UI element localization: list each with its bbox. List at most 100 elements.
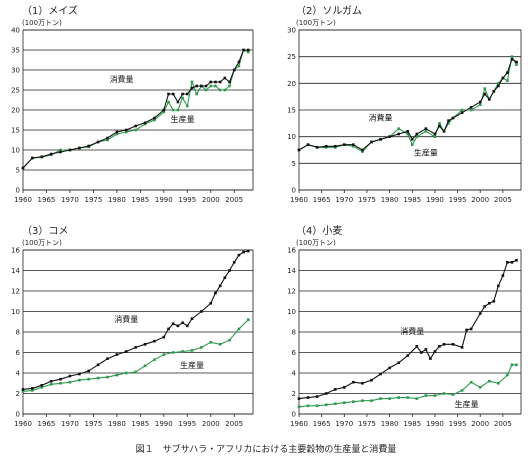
- chart-plot: 0 2 4 6 8 10 12 14 16 1960 1965 1970 1975 1980 1985 199…: [287, 247, 522, 428]
- production-point: [171, 108, 175, 112]
- y-tick-label: 12: [287, 288, 296, 296]
- consumption-point: [379, 138, 382, 141]
- x-tick-label: 1970: [335, 196, 353, 204]
- consumption-point: [306, 143, 310, 146]
- y-tick-label: 10: [11, 308, 20, 316]
- plot-frame: [298, 29, 522, 191]
- production-point: [424, 394, 428, 397]
- y-tick-label: 0: [292, 187, 296, 195]
- production-point: [379, 397, 382, 400]
- production-point: [153, 118, 156, 122]
- consumption-point: [218, 284, 222, 288]
- y-tick-label: 8: [16, 329, 20, 337]
- consumption-line: [298, 58, 517, 151]
- x-tick-label: 1985: [403, 196, 421, 204]
- consumption-point: [315, 146, 319, 149]
- production-point: [209, 84, 213, 88]
- consumption-point: [478, 100, 482, 104]
- production-point: [96, 376, 100, 380]
- consumption-point: [442, 343, 446, 346]
- plot-frame: [22, 29, 254, 191]
- production-label: 生産量: [455, 399, 479, 409]
- production-point: [397, 127, 400, 130]
- production-line: [22, 319, 249, 392]
- consumption-point: [96, 363, 100, 367]
- consumption-point: [87, 369, 91, 373]
- chart-plot: 0 5 10 15 20 25 30 35 40 1960 1965 1970 1975 1980 1985…: [11, 27, 254, 204]
- consumption-point: [200, 310, 203, 313]
- y-tick-label: 25: [287, 53, 296, 61]
- production-point: [68, 380, 72, 384]
- production-point: [190, 349, 194, 352]
- production-point: [247, 318, 250, 321]
- y-tick-label: 20: [11, 107, 20, 115]
- production-point: [361, 399, 364, 402]
- consumption-point: [501, 76, 505, 80]
- production-point: [415, 397, 419, 400]
- x-tick-label: 1985: [403, 420, 421, 428]
- chart-plot: 0 5 10 15 20 25 30 1960 1965 1970 1975 1980 1985 1990…: [287, 27, 522, 204]
- consumption-point: [190, 86, 194, 90]
- production-point: [515, 63, 518, 66]
- consumption-point: [306, 396, 310, 399]
- consumption-point: [469, 106, 473, 109]
- production-point: [478, 386, 482, 389]
- production-point: [59, 148, 62, 152]
- consumption-point: [447, 119, 450, 122]
- production-point: [333, 402, 337, 406]
- production-point: [515, 363, 518, 367]
- production-point: [460, 389, 464, 392]
- consumption-point: [209, 302, 213, 305]
- consumption-point: [232, 68, 236, 72]
- production-point: [87, 377, 91, 381]
- x-tick-label: 1965: [313, 420, 331, 428]
- y-tick-label: 10: [287, 308, 296, 316]
- consumption-point: [171, 92, 175, 96]
- production-point: [438, 122, 441, 125]
- production-point: [181, 350, 184, 353]
- x-tick-label: 1960: [14, 196, 32, 204]
- x-tick-label: 1995: [449, 420, 467, 428]
- consumption-point: [237, 253, 241, 257]
- consumption-point: [487, 302, 491, 305]
- chart-title: （4）小麦: [296, 226, 343, 237]
- consumption-point: [352, 143, 355, 146]
- consumption-point: [40, 384, 44, 387]
- x-tick-label: 2000: [471, 420, 489, 428]
- consumption-point: [185, 92, 189, 96]
- consumption-point: [424, 127, 428, 130]
- chart-plot: 0 2 4 6 8 10 12 14 16 1960 1965 1970 1975 1980 1985 199…: [11, 247, 254, 428]
- x-tick-label: 1975: [84, 196, 102, 204]
- consumption-point: [515, 60, 518, 64]
- consumption-point: [333, 388, 337, 391]
- production-point: [460, 108, 464, 112]
- consumption-point: [361, 381, 364, 385]
- consumption-point: [397, 361, 400, 365]
- chart-panel-rice: （3）コメ (100万トン) 0 2 4 6 8 10 12 14 16 1960 1965 1970…: [0, 220, 266, 436]
- production-point: [237, 327, 241, 331]
- y-tick-label: 6: [16, 349, 21, 357]
- y-tick-label: 14: [11, 267, 20, 275]
- consumption-point: [415, 132, 419, 136]
- production-point: [469, 108, 473, 112]
- consumption-point: [242, 250, 245, 254]
- consumption-point: [388, 135, 391, 138]
- production-point: [297, 405, 301, 409]
- consumption-point: [228, 269, 231, 272]
- consumption-point: [167, 327, 170, 331]
- x-tick-label: 1985: [131, 196, 149, 204]
- production-point: [406, 396, 410, 399]
- consumption-point: [370, 140, 373, 144]
- y-tick-label: 0: [16, 187, 20, 195]
- consumption-label: 消費量: [110, 74, 134, 84]
- chart-panel-wheat: （4）小麦 (100万トン) 0 2 4 6 8 10 12 14 16 1960 1965 1970…: [266, 220, 532, 436]
- x-tick-label: 1990: [155, 420, 173, 428]
- consumption-point: [424, 348, 428, 351]
- production-point: [40, 386, 44, 389]
- consumption-point: [176, 324, 180, 328]
- y-tick-label: 40: [11, 27, 20, 35]
- x-tick-label: 1990: [155, 196, 173, 204]
- production-label: 生産量: [180, 360, 204, 370]
- y-tick-label: 4: [16, 370, 21, 378]
- x-tick-label: 1960: [14, 420, 32, 428]
